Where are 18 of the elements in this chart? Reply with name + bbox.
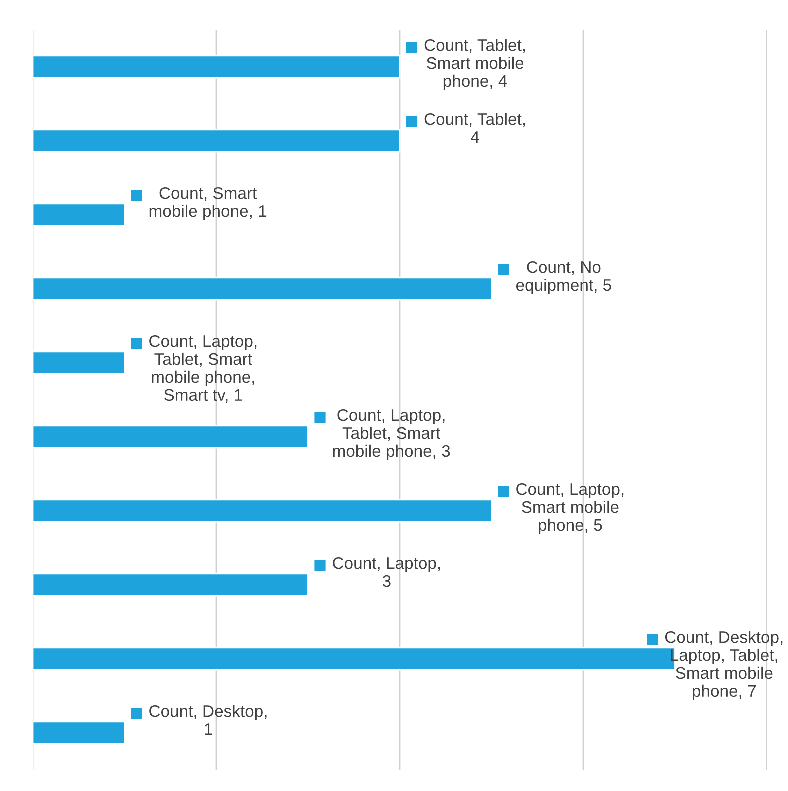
bar (33, 203, 126, 227)
data-label: Count, Laptop, Tablet, Smart mobile phone, Smart tv, 1 (150, 335, 257, 404)
data-label: Count, Tablet, Smart mobile phone, 4 (424, 39, 526, 90)
bar (33, 573, 309, 597)
bar (33, 129, 401, 153)
bar (33, 277, 492, 301)
bar (33, 721, 126, 745)
data-label: Count, Laptop, Tablet, Smart mobile phone, 3 (333, 409, 450, 460)
bar (33, 499, 492, 523)
data-label: Count, Laptop, 3 (333, 557, 440, 588)
data-label: Count, No equipment, 5 (516, 261, 612, 294)
data-label: Count, Laptop, Smart mobile phone, 5 (516, 483, 624, 534)
bar (33, 425, 309, 449)
bar (33, 351, 126, 375)
bar (33, 55, 401, 79)
data-label: Count, Desktop, 1 (150, 705, 267, 736)
data-label: Count, Tablet, 4 (424, 113, 526, 144)
data-label: Count, Smart mobile phone, 1 (150, 187, 267, 220)
